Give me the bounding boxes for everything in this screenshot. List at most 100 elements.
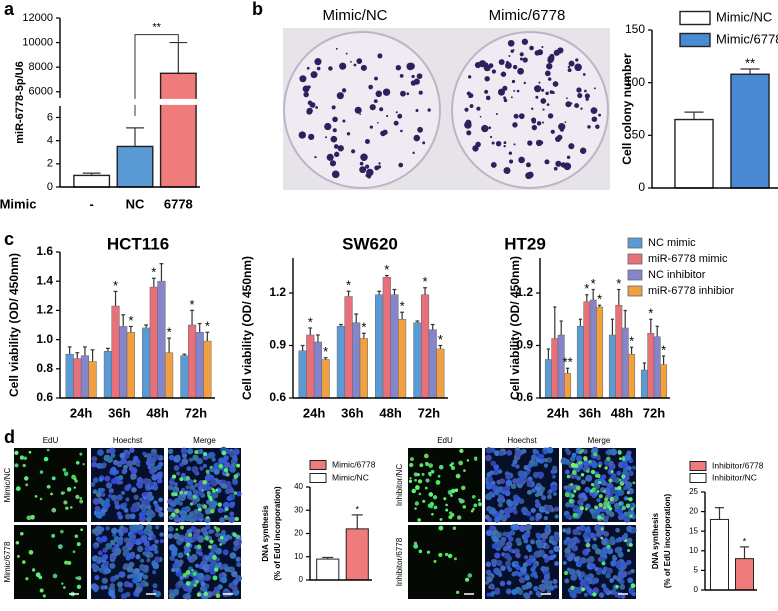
bar <box>596 306 604 399</box>
edu-cell <box>225 472 230 477</box>
nucleus <box>485 561 492 568</box>
nucleus <box>208 485 213 491</box>
edu-cell <box>598 464 602 468</box>
nucleus <box>500 565 506 572</box>
nucleus <box>605 515 610 520</box>
nucleus <box>578 575 583 581</box>
colony <box>541 88 545 92</box>
y-tick-label: 20 <box>689 507 698 516</box>
colony <box>427 108 431 112</box>
edu-cell <box>232 532 237 538</box>
nucleus <box>110 494 118 501</box>
colony <box>467 75 472 79</box>
nucleus <box>486 592 491 597</box>
edu-cell <box>619 481 625 486</box>
nucleus <box>108 589 116 597</box>
edu-cell <box>215 488 219 492</box>
significance: * <box>355 504 359 514</box>
edu-cell <box>627 549 631 552</box>
colony <box>400 90 406 97</box>
colony <box>486 66 488 68</box>
edu-cell <box>60 529 64 534</box>
colony <box>360 64 367 71</box>
edu-cell <box>51 476 56 481</box>
nucleus <box>179 575 185 581</box>
nucleus <box>518 590 523 596</box>
edu-cell <box>414 501 420 506</box>
x-tick-label: 24h <box>547 405 569 420</box>
nucleus <box>212 492 219 499</box>
colony <box>538 140 544 145</box>
colony <box>519 52 524 57</box>
edu-cell <box>60 491 65 495</box>
nucleus <box>536 550 544 558</box>
edu-cell <box>455 473 461 479</box>
nucleus <box>631 465 637 470</box>
colony <box>503 167 511 175</box>
nucleus <box>204 555 210 561</box>
nucleus <box>112 459 119 466</box>
colony <box>399 74 404 78</box>
nucleus <box>188 457 193 462</box>
nucleus <box>187 479 194 486</box>
colony <box>413 134 421 142</box>
edu-cell <box>82 462 85 466</box>
nucleus <box>158 511 164 518</box>
edu-cell <box>450 512 455 517</box>
colony <box>535 95 539 99</box>
nucleus <box>570 590 575 595</box>
nucleus <box>538 584 546 591</box>
nucleus <box>220 539 226 545</box>
edu-cell <box>445 508 449 512</box>
colony <box>566 155 571 160</box>
edu-cell <box>195 579 199 584</box>
edu-cell <box>196 544 202 550</box>
colony <box>541 121 545 124</box>
edu-cell <box>408 479 413 483</box>
nucleus <box>585 557 592 564</box>
colony <box>510 96 513 99</box>
nucleus <box>589 563 596 569</box>
edu-cell <box>424 486 428 490</box>
nucleus <box>584 579 590 586</box>
nucleus <box>547 494 552 500</box>
edu-cell <box>209 465 213 469</box>
y-tick-label: 10 <box>689 546 698 555</box>
nucleus <box>130 475 136 480</box>
edu-cell <box>196 592 202 597</box>
legend-swatch <box>689 473 707 483</box>
edu-cell <box>197 507 202 512</box>
nucleus <box>589 508 595 514</box>
nucleus <box>490 460 496 467</box>
edu-cell <box>450 488 456 494</box>
bar <box>159 72 197 188</box>
edu-cell <box>42 594 46 598</box>
nucleus <box>511 589 518 595</box>
edu-cell <box>204 535 209 541</box>
nucleus <box>518 576 526 584</box>
edu-cell <box>212 575 218 581</box>
bar <box>615 305 623 399</box>
edu-cell <box>212 555 217 560</box>
colony <box>398 162 404 168</box>
edu-cell <box>20 455 23 459</box>
nucleus <box>101 553 109 561</box>
nucleus <box>531 454 538 461</box>
edu-cell <box>193 479 197 483</box>
nucleus <box>114 547 122 555</box>
nucleus <box>598 592 605 598</box>
edu-cell <box>426 550 431 554</box>
nucleus <box>232 454 238 460</box>
nucleus <box>508 547 513 553</box>
nucleus <box>523 531 531 539</box>
nucleus <box>616 559 622 566</box>
edu-cell <box>570 483 574 487</box>
colony <box>529 45 534 51</box>
edu-cell <box>456 590 460 594</box>
nucleus <box>211 544 218 551</box>
nucleus <box>229 511 235 517</box>
nucleus <box>194 483 199 488</box>
significance: * <box>205 319 210 334</box>
nucleus <box>230 462 236 468</box>
